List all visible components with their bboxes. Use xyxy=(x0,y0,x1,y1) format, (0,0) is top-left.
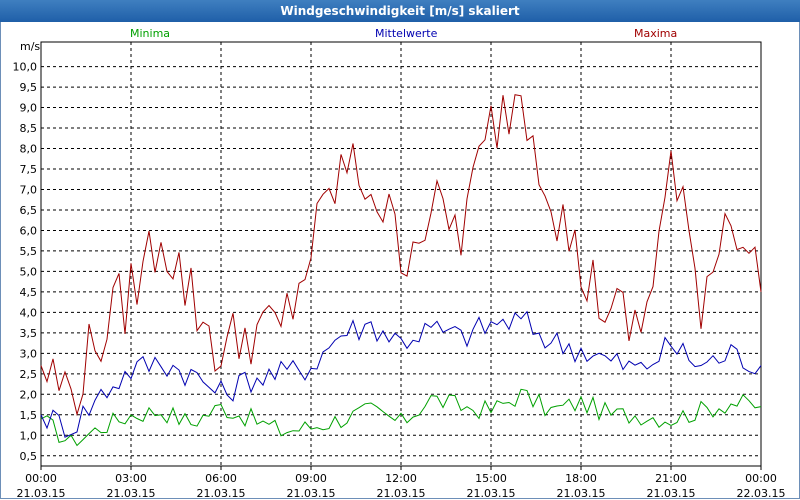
chart: 0,5 1,0 1,5 2,0 2,5 3,0 3,5 4,0 4,5 5,0 5,5 6,0 6,5 7… xyxy=(13,27,786,498)
y-tick-label: 6,5 xyxy=(20,204,38,217)
x-tick-date: 22.03.15 xyxy=(737,487,786,498)
series-line-mittelwerte xyxy=(40,310,762,438)
y-tick-label: 5,5 xyxy=(20,245,38,258)
y-tick-label: 1,5 xyxy=(20,409,38,422)
y-tick-label: 7,0 xyxy=(20,183,38,196)
axes xyxy=(40,41,762,470)
x-tick-date: 21.03.15 xyxy=(17,487,66,498)
y-tick-label: 1,0 xyxy=(20,429,38,442)
grid xyxy=(41,42,761,466)
y-axis-labels: 0,5 1,0 1,5 2,0 2,5 3,0 3,5 4,0 4,5 5,0 5,5 6,0 6,5 7… xyxy=(13,61,38,463)
y-tick-label: 8,5 xyxy=(20,122,38,135)
y-tick-label: 3,5 xyxy=(20,327,38,340)
x-tick-time: 09:00 xyxy=(295,472,327,485)
y-tick-label: 7,5 xyxy=(20,163,38,176)
y-tick-label: 6,0 xyxy=(20,224,38,237)
x-tick-time: 18:00 xyxy=(565,472,597,485)
legend-mittelwerte: Mittelwerte xyxy=(375,27,438,40)
x-tick-time: 00:00 xyxy=(745,472,777,485)
y-tick-label: 4,5 xyxy=(20,286,38,299)
y-tick-label: 10,0 xyxy=(13,61,38,74)
x-tick-date: 21.03.15 xyxy=(647,487,696,498)
x-axis-labels: 00:00 21.03.15 03:00 21.03.15 06:00 21.03.15 0… xyxy=(17,472,786,498)
y-tick-label: 8,0 xyxy=(20,143,38,156)
legend-maxima: Maxima xyxy=(634,27,677,40)
window-title: Windgeschwindigkeit [m/s] skaliert xyxy=(0,0,800,22)
x-tick-date: 21.03.15 xyxy=(377,487,426,498)
y-tick-label: 0,5 xyxy=(20,450,38,463)
x-tick-date: 21.03.15 xyxy=(467,487,516,498)
series-line-maxima xyxy=(40,94,762,417)
x-tick-time: 12:00 xyxy=(385,472,417,485)
x-tick-time: 15:00 xyxy=(475,472,507,485)
x-tick-time: 00:00 xyxy=(25,472,57,485)
y-tick-label: 5,0 xyxy=(20,265,38,278)
series-lines xyxy=(40,94,762,447)
legend-minima: Minima xyxy=(130,27,170,40)
x-tick-time: 06:00 xyxy=(205,472,237,485)
x-tick-time: 21:00 xyxy=(655,472,687,485)
y-axis-unit: m/s xyxy=(20,40,40,53)
series-line-minima xyxy=(40,388,762,447)
x-tick-time: 03:00 xyxy=(115,472,147,485)
y-tick-label: 3,0 xyxy=(20,347,38,360)
chart-frame: 0,5 1,0 1,5 2,0 2,5 3,0 3,5 4,0 4,5 5,0 5,5 6,0 6,5 7… xyxy=(0,22,800,499)
y-tick-label: 4,0 xyxy=(20,306,38,319)
x-tick-date: 21.03.15 xyxy=(107,487,156,498)
y-tick-label: 2,0 xyxy=(20,388,38,401)
x-tick-date: 21.03.15 xyxy=(557,487,606,498)
x-tick-date: 21.03.15 xyxy=(287,487,336,498)
x-tick-date: 21.03.15 xyxy=(197,487,246,498)
y-tick-label: 2,5 xyxy=(20,368,38,381)
y-tick-label: 9,5 xyxy=(20,81,38,94)
y-tick-label: 9,0 xyxy=(20,102,38,115)
